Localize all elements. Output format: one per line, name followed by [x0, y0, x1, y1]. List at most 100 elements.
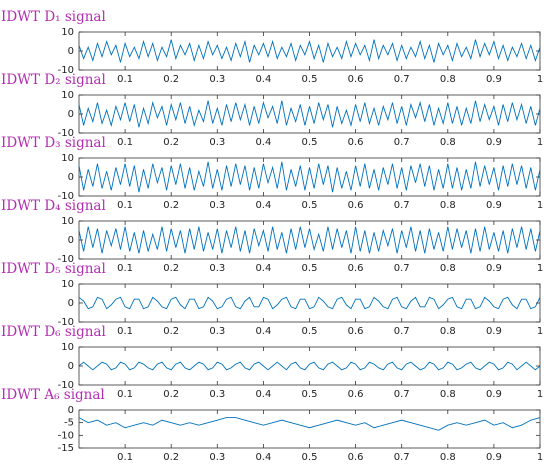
signal-line: [78, 226, 541, 254]
x-tick-label: 0.9: [486, 452, 502, 463]
signal-line: [78, 296, 541, 310]
x-tick-label: 0.9: [486, 326, 502, 337]
x-tick-label: 0.2: [163, 389, 179, 400]
x-tick-label: 0.3: [209, 263, 225, 274]
x-tick-label: 0.8: [440, 389, 456, 400]
x-tick-label: 0.1: [117, 326, 133, 337]
panel-title: IDWT D₄ signal: [1, 198, 106, 214]
x-tick-label: 0.6: [348, 389, 364, 400]
panel-title: IDWT D₅ signal: [1, 261, 106, 277]
x-tick-label: 0.5: [302, 200, 318, 211]
x-tick-label: 0.7: [394, 74, 410, 85]
axes-box: [78, 283, 541, 323]
y-tick-label: -10: [58, 254, 74, 265]
x-tick-label: 0.6: [348, 74, 364, 85]
panel-title: IDWT D₆ signal: [1, 324, 106, 340]
signal-line: [78, 161, 541, 193]
y-tick-label: 0: [68, 405, 74, 416]
x-tick-label: 0.8: [440, 137, 456, 148]
y-tick-label: -10: [58, 191, 74, 202]
x-tick-label: 0.7: [394, 452, 410, 463]
axes-box: [78, 346, 541, 386]
y-tick-label: 0: [68, 361, 74, 372]
x-tick-label: 0.2: [163, 326, 179, 337]
signal-line: [78, 39, 541, 63]
y-tick-label: 0: [68, 109, 74, 120]
x-tick-label: 0.1: [117, 137, 133, 148]
x-tick-label: 0.2: [163, 74, 179, 85]
x-tick-label: 0.6: [348, 263, 364, 274]
y-tick-label: 10: [61, 90, 74, 101]
panel-title: IDWT D₂ signal: [1, 72, 106, 88]
x-tick-label: 0.7: [394, 263, 410, 274]
x-tick-label: 0.6: [348, 137, 364, 148]
x-tick-label: 0.7: [394, 200, 410, 211]
x-tick-label: 0.2: [163, 452, 179, 463]
x-tick-label: 0.4: [255, 200, 271, 211]
x-tick-label: 0.4: [255, 137, 271, 148]
y-tick-label: -10: [58, 430, 74, 441]
x-tick-label: 0.4: [255, 263, 271, 274]
y-tick-label: 10: [61, 342, 74, 353]
y-tick-label: 10: [61, 153, 74, 164]
x-tick-label: 0.1: [117, 74, 133, 85]
x-tick-label: 0.8: [440, 452, 456, 463]
x-tick-label: 0.3: [209, 137, 225, 148]
x-tick-label: 0.4: [255, 326, 271, 337]
x-tick-label: 0.2: [163, 263, 179, 274]
x-tick-label: 0.4: [255, 74, 271, 85]
signal-line: [78, 417, 541, 431]
y-tick-label: -10: [58, 380, 74, 391]
x-tick-label: 0.3: [209, 389, 225, 400]
panel-title: IDWT D₁ signal: [1, 9, 106, 25]
x-tick-label: 1: [537, 263, 543, 274]
x-tick-label: 0.7: [394, 137, 410, 148]
x-tick-label: 0.1: [117, 389, 133, 400]
y-tick-label: -5: [64, 418, 74, 429]
signal-line: [78, 361, 541, 371]
x-tick-label: 1: [537, 389, 543, 400]
axes-box: [78, 94, 541, 134]
x-tick-label: 0.1: [117, 200, 133, 211]
x-tick-label: 0.5: [302, 389, 318, 400]
x-tick-label: 0.3: [209, 452, 225, 463]
x-tick-label: 0.5: [302, 326, 318, 337]
x-tick-label: 0.6: [348, 200, 364, 211]
x-tick-label: 0.9: [486, 137, 502, 148]
x-tick-label: 1: [537, 200, 543, 211]
y-tick-label: 10: [61, 279, 74, 290]
x-tick-label: 0.8: [440, 74, 456, 85]
x-tick-label: 0.7: [394, 389, 410, 400]
y-tick-label: 0: [68, 172, 74, 183]
axes-box: [78, 409, 541, 449]
x-tick-label: 0.9: [486, 200, 502, 211]
x-tick-label: 0.2: [163, 137, 179, 148]
y-tick-label: 10: [61, 216, 74, 227]
x-tick-label: 0.2: [163, 200, 179, 211]
x-tick-label: 0.9: [486, 389, 502, 400]
x-tick-label: 0.3: [209, 200, 225, 211]
x-tick-label: 0.8: [440, 326, 456, 337]
panel-title: IDWT D₃ signal: [1, 135, 106, 151]
x-tick-label: 0.5: [302, 452, 318, 463]
y-tick-label: 10: [61, 27, 74, 38]
x-tick-label: 0.9: [486, 74, 502, 85]
x-tick-label: 0.6: [348, 452, 364, 463]
panel-title: IDWT A₆ signal: [1, 387, 105, 403]
x-tick-label: 1: [537, 137, 543, 148]
x-tick-label: 0.4: [255, 452, 271, 463]
x-tick-label: 0.5: [302, 137, 318, 148]
x-tick-label: 1: [537, 452, 543, 463]
y-tick-label: -10: [58, 128, 74, 139]
x-tick-label: 1: [537, 326, 543, 337]
x-tick-label: 0.8: [440, 200, 456, 211]
y-tick-label: 0: [68, 235, 74, 246]
axes-box: [78, 157, 541, 197]
y-tick-label: -10: [58, 65, 74, 76]
x-tick-label: 0.3: [209, 326, 225, 337]
axes-box: [78, 31, 541, 71]
x-tick-label: 0.4: [255, 389, 271, 400]
x-tick-label: 0.5: [302, 74, 318, 85]
x-tick-label: 0.3: [209, 74, 225, 85]
